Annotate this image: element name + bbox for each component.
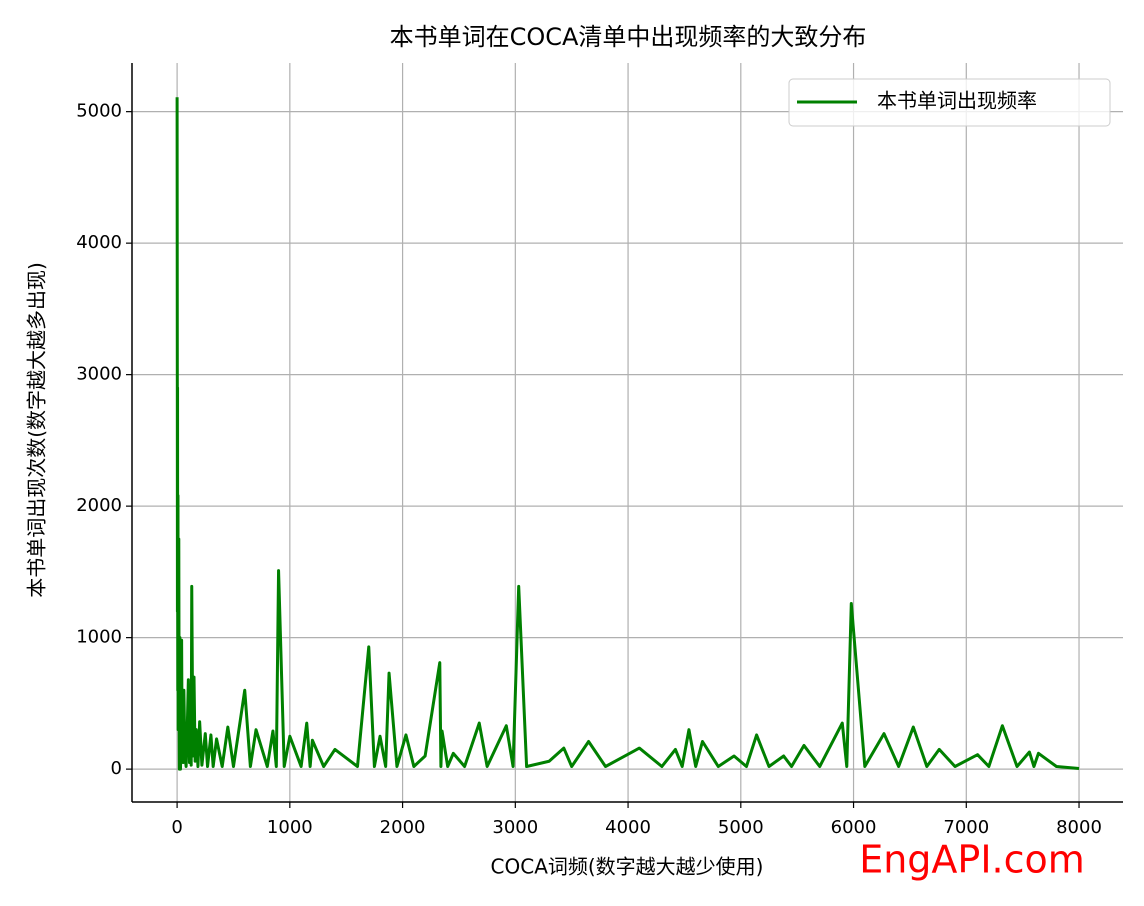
x-tick-label: 6000 [831, 817, 877, 838]
data-line [175, 97, 1080, 771]
x-tick-label: 1000 [267, 817, 313, 838]
x-tick-label: 7000 [943, 817, 989, 838]
y-tick-label: 0 [111, 758, 122, 779]
watermark: EngAPI.com [859, 838, 1085, 882]
x-axis-label: COCA词频(数字越大越少使用) [491, 855, 764, 879]
y-tick-label: 1000 [76, 627, 122, 648]
legend-box [788, 78, 1111, 127]
x-tick-label: 3000 [492, 817, 538, 838]
x-tick-label: 4000 [605, 817, 651, 838]
y-tick-label: 4000 [76, 232, 122, 253]
x-tick-label: 8000 [1056, 817, 1102, 838]
chart-title: 本书单词在COCA清单中出现频率的大致分布 [390, 23, 867, 51]
x-tick-label: 2000 [380, 817, 426, 838]
y-tick-label: 3000 [76, 364, 122, 385]
x-tick-label: 5000 [718, 817, 764, 838]
x-tick-label: 0 [171, 817, 182, 838]
y-tick-label: 5000 [76, 101, 122, 122]
y-tick-label: 2000 [76, 495, 122, 516]
y-axis-label: 本书单词出现次数(数字越大越多出现) [25, 262, 49, 598]
legend-label: 本书单词出现频率 [877, 89, 1037, 113]
